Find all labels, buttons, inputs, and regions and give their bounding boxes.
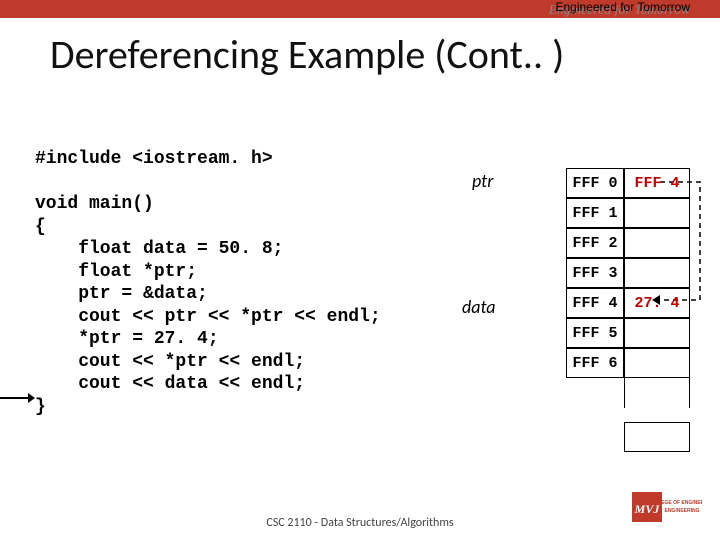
mem-val	[624, 198, 690, 228]
mem-val: 27. 4	[624, 288, 690, 318]
mem-val-blank	[624, 422, 690, 452]
slide-title: Dereferencing Example (Cont.. )	[50, 30, 564, 79]
mem-addr: FFF 2	[566, 228, 624, 258]
table-row	[566, 422, 690, 452]
table-row	[566, 378, 690, 408]
mem-addr: FFF 1	[566, 198, 624, 228]
footer-text: CSC 2110 - Data Structures/Algorithms	[0, 516, 720, 530]
table-row: FFF 1	[566, 198, 690, 228]
mem-val-blank	[624, 378, 690, 408]
svg-text:COLLEGE OF ENGINEERING: COLLEGE OF ENGINEERING	[648, 500, 702, 506]
arrow-icon	[0, 389, 35, 407]
mem-val-blank	[624, 408, 690, 422]
mem-addr-blank	[566, 422, 624, 452]
label-data: data	[462, 296, 496, 318]
mem-addr: FFF 4	[566, 288, 624, 318]
label-ptr: ptr	[472, 170, 493, 192]
mem-val	[624, 318, 690, 348]
mem-val	[624, 348, 690, 378]
mem-addr: FFF 5	[566, 318, 624, 348]
table-row: FFF 2	[566, 228, 690, 258]
table-row	[566, 408, 690, 422]
memory-table: FFF 0 FFF 4 FFF 1 FFF 2 FFF 3 FFF 4 27. …	[566, 168, 690, 452]
mem-addr-blank	[566, 408, 624, 422]
mem-addr-blank	[566, 378, 624, 408]
code-block: #include <iostream. h> void main() { flo…	[35, 148, 381, 418]
mem-addr: FFF 3	[566, 258, 624, 288]
mem-val	[624, 228, 690, 258]
svg-text:ENGINEERING: ENGINEERING	[664, 508, 699, 514]
table-row: FFF 6	[566, 348, 690, 378]
mem-addr: FFF 0	[566, 168, 624, 198]
tagline: Engineered for Tomorrow	[555, 0, 690, 14]
table-row: FFF 0 FFF 4	[566, 168, 690, 198]
table-row: FFF 3	[566, 258, 690, 288]
mvj-logo: MVJ COLLEGE OF ENGINEERING ENGINEERING	[632, 492, 702, 532]
mem-addr: FFF 6	[566, 348, 624, 378]
mem-val	[624, 258, 690, 288]
table-row: FFF 4 27. 4	[566, 288, 690, 318]
table-row: FFF 5	[566, 318, 690, 348]
mem-val: FFF 4	[624, 168, 690, 198]
